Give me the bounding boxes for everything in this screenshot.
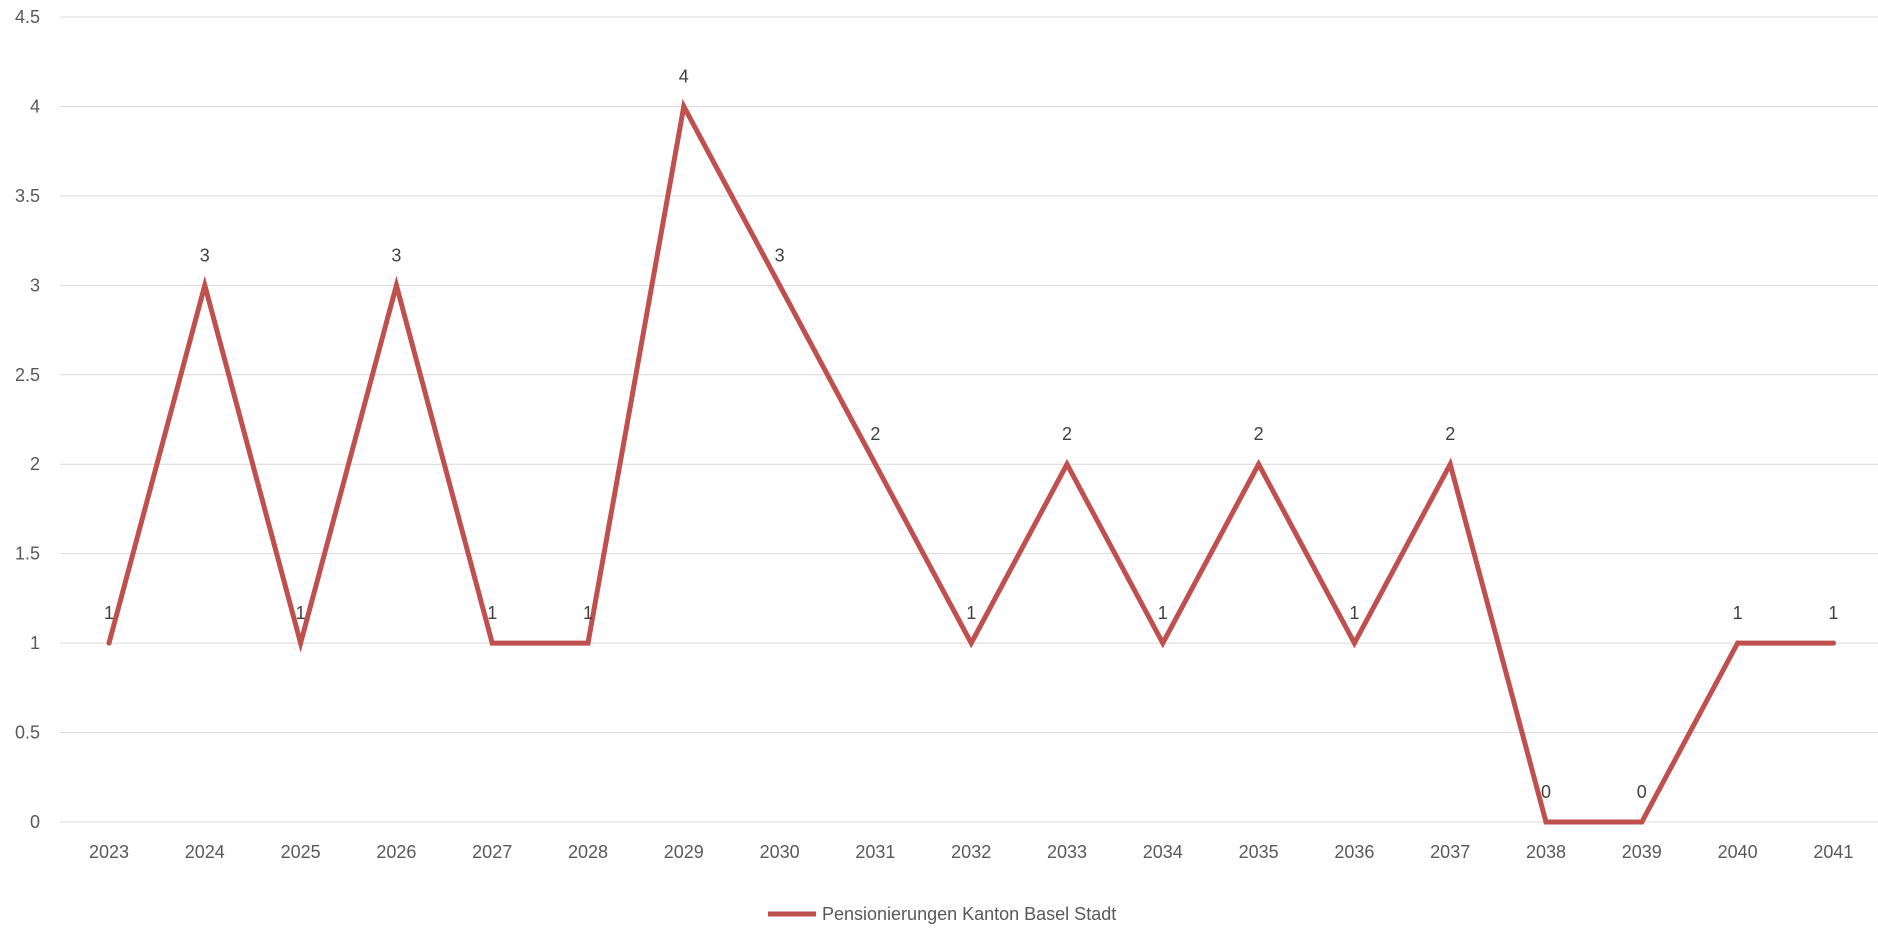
y-tick-label: 1.5 (15, 544, 40, 564)
y-tick-label: 4.5 (15, 7, 40, 27)
y-tick-label: 3.5 (15, 186, 40, 206)
series-lines (106, 98, 1836, 825)
legend: Pensionierungen Kanton Basel Stadt (768, 904, 1116, 924)
x-tick-label: 2031 (855, 842, 895, 862)
data-label: 3 (391, 245, 401, 265)
data-point (1256, 461, 1262, 467)
x-tick-label: 2036 (1334, 842, 1374, 862)
data-point (1447, 461, 1453, 467)
data-label: 1 (1158, 603, 1168, 623)
y-tick-label: 4 (30, 96, 40, 116)
y-tick-label: 2 (30, 454, 40, 474)
data-point (968, 640, 974, 646)
x-tick-label: 2027 (472, 842, 512, 862)
data-point (489, 640, 495, 646)
y-tick-label: 0.5 (15, 723, 40, 743)
data-point (298, 640, 304, 646)
data-label: 2 (1062, 424, 1072, 444)
data-label: 2 (1254, 424, 1264, 444)
y-tick-label: 2.5 (15, 365, 40, 385)
data-label: 1 (1828, 603, 1838, 623)
x-tick-label: 2030 (760, 842, 800, 862)
data-point (1543, 819, 1549, 825)
data-label: 0 (1637, 782, 1647, 802)
data-label: 1 (1733, 603, 1743, 623)
data-label: 1 (966, 603, 976, 623)
data-labels: 1 3 1 3 1 1 4 3 2 1 2 1 2 1 2 0 0 1 1 (104, 66, 1838, 802)
x-tick-label: 2040 (1718, 842, 1758, 862)
data-point (393, 282, 399, 288)
data-label: 1 (1349, 603, 1359, 623)
data-label: 4 (679, 66, 689, 86)
data-label: 1 (583, 603, 593, 623)
data-point (585, 640, 591, 646)
data-label: 2 (870, 424, 880, 444)
data-point (1735, 640, 1741, 646)
gridlines (60, 16, 1878, 823)
data-label: 2 (1445, 424, 1455, 444)
x-tick-label: 2037 (1430, 842, 1470, 862)
y-tick-label: 1 (30, 633, 40, 653)
data-point (1351, 640, 1357, 646)
x-tick-label: 2024 (185, 842, 225, 862)
x-tick-label: 2029 (664, 842, 704, 862)
data-label: 0 (1541, 782, 1551, 802)
data-point (1639, 819, 1645, 825)
data-label: 1 (104, 603, 114, 623)
legend-label: Pensionierungen Kanton Basel Stadt (822, 904, 1116, 924)
x-axis-ticks: 2023 2024 2025 2026 2027 2028 2029 2030 2031 2032… (89, 842, 1853, 862)
y-tick-label: 3 (30, 275, 40, 295)
x-tick-label: 2025 (281, 842, 321, 862)
x-tick-label: 2038 (1526, 842, 1566, 862)
data-point (106, 640, 112, 646)
x-tick-label: 2032 (951, 842, 991, 862)
y-axis-ticks: 0 0.5 1 1.5 2 2.5 3 3.5 4 4.5 (15, 7, 40, 832)
x-tick-label: 2026 (376, 842, 416, 862)
data-label: 3 (775, 245, 785, 265)
data-point (681, 103, 687, 109)
data-point (1160, 640, 1166, 646)
data-label: 1 (296, 603, 306, 623)
data-point (1064, 461, 1070, 467)
data-point (1830, 640, 1836, 646)
y-tick-label: 0 (30, 812, 40, 832)
x-tick-label: 2034 (1143, 842, 1183, 862)
x-tick-label: 2041 (1813, 842, 1853, 862)
x-tick-label: 2035 (1239, 842, 1279, 862)
data-point (872, 461, 878, 467)
data-point (777, 282, 783, 288)
x-tick-label: 2033 (1047, 842, 1087, 862)
data-point (202, 282, 208, 288)
data-label: 1 (487, 603, 497, 623)
x-tick-label: 2039 (1622, 842, 1662, 862)
x-tick-label: 2028 (568, 842, 608, 862)
x-tick-label: 2023 (89, 842, 129, 862)
data-label: 3 (200, 245, 210, 265)
